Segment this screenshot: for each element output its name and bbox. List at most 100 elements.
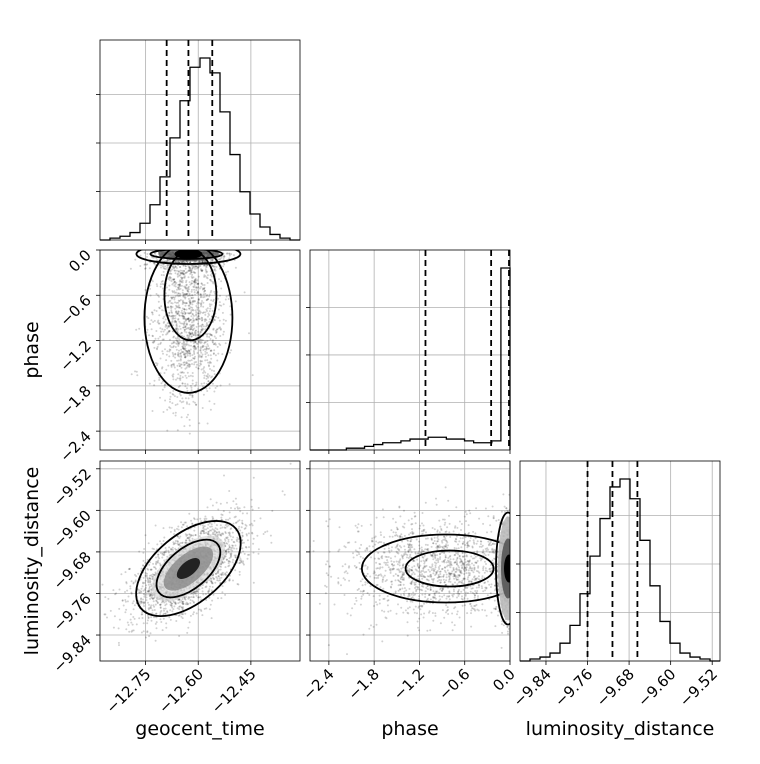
panel-gl-sample-point bbox=[182, 608, 184, 610]
panel-gp-sample-point bbox=[212, 383, 214, 385]
panel-gp-sample-point bbox=[152, 313, 154, 315]
panel-gp-sample-point bbox=[198, 276, 200, 278]
panel-pl-sample-point bbox=[518, 555, 520, 557]
panel-gp-sample-point bbox=[206, 375, 208, 377]
panel-gp-sample-point bbox=[213, 248, 215, 250]
panel-gl-sample-point bbox=[243, 506, 245, 508]
panel-gl-sample-point bbox=[143, 605, 145, 607]
panel-gp-sample-point bbox=[248, 332, 250, 334]
panel-gp-sample-point bbox=[201, 355, 203, 357]
panel-gl-sample-point bbox=[128, 624, 130, 626]
panel-gp-sample-point bbox=[157, 338, 159, 340]
panel-gp-sample-point bbox=[197, 331, 199, 333]
panel-gp-sample-point bbox=[215, 332, 217, 334]
panel-gp-sample-point bbox=[209, 362, 211, 364]
panel-gp-sample-point bbox=[213, 391, 215, 393]
panel-gl-sample-point bbox=[143, 593, 145, 595]
panel-pl-sample-point bbox=[460, 546, 462, 548]
panel-gl-sample-point bbox=[186, 602, 188, 604]
panel-gl-sample-point bbox=[150, 591, 152, 593]
panel-gl-sample-point bbox=[102, 584, 104, 586]
panel-gp-sample-point bbox=[162, 283, 164, 285]
panel-gl-sample-point bbox=[106, 617, 108, 619]
panel-gl-sample-point bbox=[129, 585, 131, 587]
panel-gl-sample-point bbox=[193, 602, 195, 604]
panel-gp-sample-point bbox=[195, 404, 197, 406]
panel-pl-sample-point bbox=[533, 537, 535, 539]
panel-gp-sample-point bbox=[190, 375, 192, 377]
panel-gp-sample-point bbox=[207, 274, 209, 276]
panel-gp-sample-point bbox=[183, 354, 185, 356]
panel-gl-sample-point bbox=[258, 507, 260, 509]
panel-gl-sample-point bbox=[235, 516, 237, 518]
panel-gl-sample-point bbox=[220, 569, 222, 571]
panel-pl-sample-point bbox=[512, 558, 514, 560]
panel-gp-sample-point bbox=[209, 279, 211, 281]
panel-gp-sample-point bbox=[154, 380, 156, 382]
panel-gp-sample-point bbox=[219, 326, 221, 328]
panel-gl-sample-point bbox=[160, 552, 162, 554]
panel-pl-sample-point bbox=[438, 579, 440, 581]
panel-gl-sample-point bbox=[249, 524, 251, 526]
panel-pl-sample-point bbox=[330, 576, 332, 578]
panel-gp-sample-point bbox=[208, 295, 210, 297]
panel-gp-sample-point bbox=[173, 365, 175, 367]
panel-gp-sample-point bbox=[204, 348, 206, 350]
panel-gp-sample-point bbox=[194, 291, 196, 293]
panel-gl-sample-point bbox=[124, 611, 126, 613]
panel-gp-sample-point bbox=[149, 323, 151, 325]
panel-gl-sample-point bbox=[202, 590, 204, 592]
panel-gp-sample-point bbox=[174, 341, 176, 343]
panel-gp-sample-point bbox=[204, 351, 206, 353]
panel-gl-sample-point bbox=[224, 594, 226, 596]
panel-gp-sample-point bbox=[179, 279, 181, 281]
panel-gp-sample-point bbox=[183, 341, 185, 343]
panel-gp-sample-point bbox=[211, 304, 213, 306]
panel-pl-sample-point bbox=[502, 493, 504, 495]
panel-gl-sample-point bbox=[228, 548, 230, 550]
panel-gp-sample-point bbox=[171, 297, 173, 299]
panel-pl-sample-point bbox=[507, 631, 509, 633]
panel-gl-sample-point bbox=[169, 527, 171, 529]
panel-gp-sample-point bbox=[158, 221, 160, 223]
panel-pl-sample-point bbox=[376, 517, 378, 519]
panel-gl-sample-point bbox=[172, 547, 174, 549]
panel-gl-sample-point bbox=[245, 524, 247, 526]
panel-gp-sample-point bbox=[190, 269, 192, 271]
panel-gp-sample-point bbox=[175, 379, 177, 381]
panel-gp-sample-point bbox=[168, 289, 170, 291]
panel-gp-sample-point bbox=[201, 270, 203, 272]
panel-gp-sample-point bbox=[165, 319, 167, 321]
panel-gl-sample-point bbox=[146, 622, 148, 624]
panel-gl-sample-point bbox=[193, 517, 195, 519]
panel-gl-sample-point bbox=[122, 599, 124, 601]
panel-gl-sample-point bbox=[135, 579, 137, 581]
panel-gl-sample-point bbox=[174, 548, 176, 550]
panel-gp-sample-point bbox=[198, 244, 200, 246]
panel-gl-sample-point bbox=[172, 608, 174, 610]
panel-gp-sample-point bbox=[188, 318, 190, 320]
panel-gl-sample-point bbox=[142, 564, 144, 566]
panel-gp-sample-point bbox=[165, 260, 167, 262]
panel-gl-sample-point bbox=[197, 596, 199, 598]
panel-gl-sample-point bbox=[192, 538, 194, 540]
panel-gp-sample-point bbox=[189, 419, 191, 421]
panel-gp-sample-point bbox=[203, 274, 205, 276]
panel-gp-sample-point bbox=[192, 294, 194, 296]
panel-gl-sample-point bbox=[233, 541, 235, 543]
panel-gp-sample-point bbox=[165, 359, 167, 361]
panel-gl-sample-point bbox=[189, 534, 191, 536]
panel-gp-sample-point bbox=[166, 333, 168, 335]
panel-gp-sample-point bbox=[183, 316, 185, 318]
panel-gp-sample-point bbox=[221, 353, 223, 355]
panel-gl-sample-point bbox=[241, 522, 243, 524]
panel-gl-sample-point bbox=[212, 586, 214, 588]
panel-gl-sample-point bbox=[190, 596, 192, 598]
panel-gl-sample-point bbox=[224, 556, 226, 558]
panel-gp-sample-point bbox=[177, 373, 179, 375]
panel-gl-sample-point bbox=[119, 589, 121, 591]
panel-gp-sample-point bbox=[162, 264, 164, 266]
panel-gl-sample-point bbox=[220, 597, 222, 599]
panel-gl-sample-point bbox=[234, 555, 236, 557]
panel-gl-sample-point bbox=[165, 622, 167, 624]
